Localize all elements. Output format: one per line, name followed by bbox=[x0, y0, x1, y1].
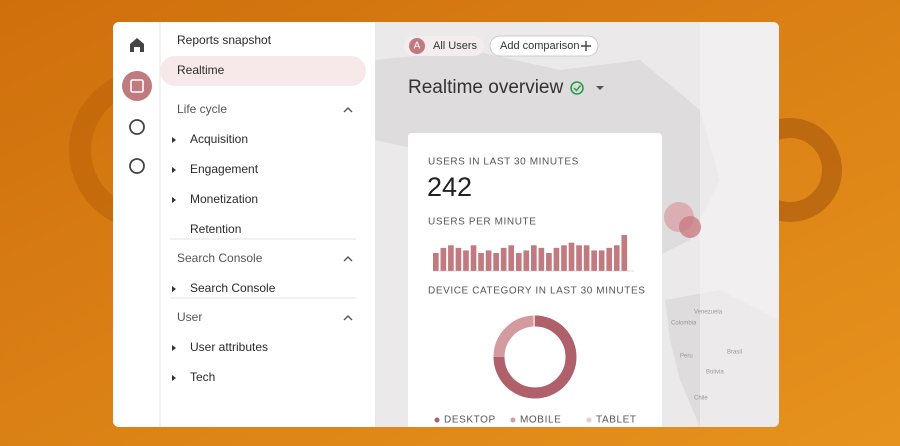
bar bbox=[598, 250, 605, 271]
nav-item[interactable]: Acquisition bbox=[190, 132, 248, 146]
bar bbox=[546, 253, 552, 271]
legend-label[interactable]: TABLET bbox=[596, 415, 637, 426]
bar bbox=[470, 245, 477, 271]
device-label: DEVICE CATEGORY IN LAST 30 MINUTES bbox=[428, 286, 646, 297]
add-comparison: Add comparison bbox=[500, 40, 580, 52]
segment: All Users bbox=[433, 40, 478, 52]
bar bbox=[523, 250, 530, 271]
explore-icon[interactable] bbox=[129, 119, 145, 135]
bar bbox=[448, 245, 454, 271]
legend-dot bbox=[434, 417, 440, 423]
segment-badge: A bbox=[414, 41, 421, 52]
section-title[interactable]: User bbox=[177, 310, 202, 324]
bar bbox=[463, 250, 469, 271]
bar bbox=[568, 242, 575, 271]
map-label: Colombia bbox=[671, 321, 697, 327]
expand-icon[interactable] bbox=[172, 286, 176, 292]
nav-item[interactable]: Engagement bbox=[190, 162, 259, 176]
donut-segment[interactable] bbox=[493, 315, 577, 399]
bar bbox=[515, 253, 522, 271]
home-icon[interactable] bbox=[130, 38, 144, 52]
bar bbox=[591, 250, 597, 271]
bar bbox=[561, 245, 567, 271]
map-bubble[interactable] bbox=[679, 216, 701, 238]
nav-item[interactable]: Tech bbox=[190, 370, 215, 384]
legend-label[interactable]: MOBILE bbox=[520, 415, 561, 426]
bar bbox=[613, 245, 620, 271]
collapse-icon[interactable] bbox=[343, 315, 353, 321]
bar bbox=[576, 245, 582, 271]
collapse-icon[interactable] bbox=[343, 107, 353, 113]
per-minute-label: USERS PER MINUTE bbox=[428, 217, 537, 228]
map-label: Chile bbox=[694, 396, 708, 402]
users-value: 242 bbox=[427, 172, 472, 202]
expand-icon[interactable] bbox=[172, 137, 176, 143]
bar bbox=[478, 253, 484, 271]
bar bbox=[493, 253, 499, 271]
nav-item[interactable]: Realtime bbox=[177, 63, 225, 77]
page-title: Realtime overview bbox=[408, 77, 563, 98]
bar bbox=[621, 235, 628, 271]
advertising-icon[interactable] bbox=[129, 158, 145, 174]
reports-icon[interactable] bbox=[122, 71, 152, 101]
bar bbox=[500, 247, 507, 271]
nav-item[interactable]: Monetization bbox=[190, 192, 258, 206]
bar bbox=[583, 245, 590, 271]
status-check bbox=[573, 85, 582, 92]
nav-item[interactable]: Retention bbox=[190, 222, 241, 236]
bar bbox=[531, 245, 537, 271]
section-title[interactable]: Search Console bbox=[177, 251, 263, 265]
bar bbox=[553, 247, 560, 271]
section-title[interactable]: Life cycle bbox=[177, 102, 227, 116]
bar bbox=[485, 250, 492, 271]
bar bbox=[606, 247, 613, 271]
nav-item[interactable]: Search Console bbox=[190, 281, 276, 295]
bar bbox=[508, 245, 515, 271]
plus-icon bbox=[581, 41, 591, 51]
expand-icon[interactable] bbox=[172, 375, 176, 381]
nav-item[interactable]: User attributes bbox=[190, 340, 268, 354]
expand-icon[interactable] bbox=[172, 197, 176, 203]
bar bbox=[455, 247, 462, 271]
bar bbox=[440, 247, 447, 271]
status-icon bbox=[570, 81, 584, 95]
window: VenezuelaColombiaPeruBrasilBoliviaChile … bbox=[113, 22, 779, 427]
legend-dot bbox=[586, 417, 592, 423]
expand-icon[interactable] bbox=[172, 345, 176, 351]
bar bbox=[538, 247, 545, 271]
segment-chip[interactable] bbox=[404, 36, 484, 56]
bar bbox=[433, 253, 439, 271]
collapse-icon[interactable] bbox=[343, 256, 353, 262]
legend-label[interactable]: DESKTOP bbox=[444, 415, 496, 426]
legend-dot bbox=[510, 417, 516, 423]
add-comparison-button[interactable] bbox=[489, 35, 599, 57]
dropdown-icon[interactable] bbox=[596, 86, 604, 90]
users-label: USERS IN LAST 30 MINUTES bbox=[428, 157, 579, 168]
segment-badge-bg bbox=[409, 38, 425, 54]
reports-glyph bbox=[130, 79, 144, 93]
active-pill bbox=[160, 56, 366, 86]
expand-icon[interactable] bbox=[172, 167, 176, 173]
map-label: Peru bbox=[680, 354, 693, 360]
map-label: Venezuela bbox=[694, 310, 723, 316]
map-fade bbox=[700, 22, 779, 427]
map-label: Brasil bbox=[727, 350, 742, 356]
realtime-card bbox=[408, 133, 662, 427]
nav-item[interactable]: Reports snapshot bbox=[177, 33, 272, 47]
map-label: Bolivia bbox=[706, 370, 724, 376]
